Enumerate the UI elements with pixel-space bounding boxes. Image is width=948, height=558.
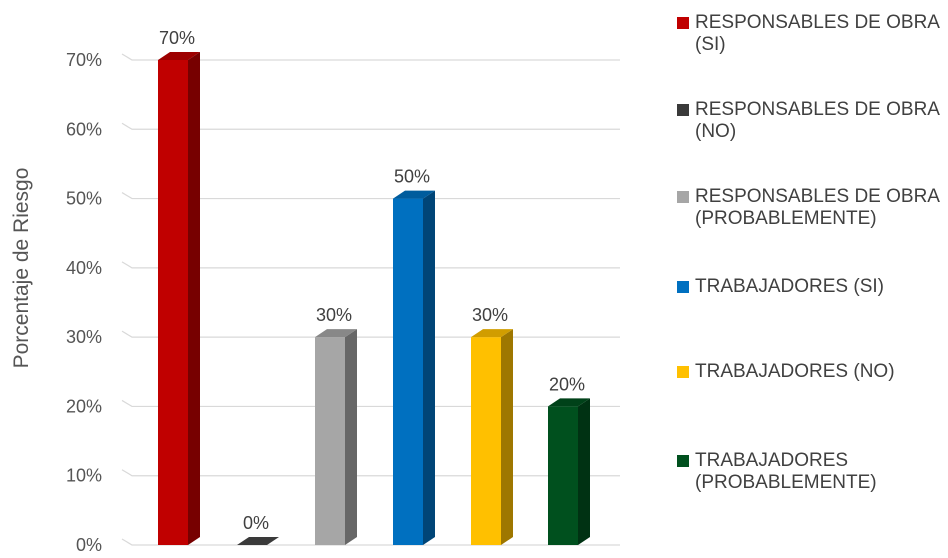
bar: [471, 329, 513, 545]
bar: [158, 52, 200, 545]
y-tick-label: 50%: [66, 189, 102, 209]
bar-side: [578, 398, 590, 545]
bar-top: [237, 537, 279, 545]
bar-front: [471, 337, 501, 545]
bar-side: [501, 329, 513, 545]
legend-swatch: [677, 191, 689, 203]
bar-side: [423, 190, 435, 546]
bar-top: [548, 398, 590, 407]
y-axis-label: Porcentaje de Riesgo: [10, 168, 33, 369]
y-tick-label: 10%: [66, 466, 102, 486]
y-tick-label: 30%: [66, 327, 102, 347]
bar-front: [548, 406, 578, 545]
grid-line: [121, 538, 620, 546]
grid-line: [121, 192, 620, 200]
legend-swatch: [677, 104, 689, 116]
bar: [237, 537, 279, 545]
bar: [548, 398, 590, 545]
legend-label: RESPONSABLES DE OBRA (PROBABLEMENTE): [695, 186, 939, 229]
bar-top: [393, 190, 435, 199]
bar-side: [188, 52, 200, 545]
y-tick-label: 20%: [66, 396, 102, 416]
grid-line: [121, 399, 620, 408]
legend-swatch: [677, 17, 689, 29]
y-tick-label: 0%: [76, 535, 102, 555]
bars: [158, 52, 590, 546]
bar-top: [158, 52, 200, 60]
legend-item: TRABAJADORES (PROBABLEMENTE): [677, 450, 947, 494]
y-tick-label: 40%: [66, 258, 102, 278]
bar: [315, 329, 357, 545]
grid-line: [121, 469, 620, 477]
bar-side: [345, 329, 357, 545]
bar-front: [315, 337, 345, 545]
legend-swatch: [677, 455, 689, 467]
legend-label: TRABAJADORES (SI): [695, 276, 884, 297]
data-label: 20%: [549, 374, 585, 394]
data-label: 30%: [316, 305, 352, 325]
legend-item: TRABAJADORES (SI): [677, 276, 947, 298]
legend-swatch: [677, 366, 689, 378]
data-label: 70%: [159, 28, 195, 48]
legend-label: TRABAJADORES (NO): [695, 361, 895, 382]
y-axis-ticks: 0% 10% 20% 30% 40% 50% 60% 70%: [66, 50, 102, 555]
grid-line: [121, 122, 620, 130]
legend-item: RESPONSABLES DE OBRA (NO): [677, 99, 947, 143]
bar-chart: Porcentaje de Riesgo 0% 10% 20% 30% 40% 50% 60…: [10, 28, 620, 555]
y-tick-label: 70%: [66, 50, 102, 70]
legend-label: RESPONSABLES DE OBRA (NO): [695, 99, 939, 142]
bar-top: [315, 329, 357, 338]
y-tick-label: 60%: [66, 119, 102, 139]
legend-item: RESPONSABLES DE OBRA (PROBABLEMENTE): [677, 186, 947, 230]
bar: [393, 190, 435, 546]
data-label: 30%: [472, 305, 508, 325]
legend-item: RESPONSABLES DE OBRA (SI): [677, 12, 947, 56]
data-label: 0%: [243, 513, 269, 533]
grid-line: [121, 261, 620, 269]
grid-lines: [121, 53, 620, 546]
grid-line: [121, 330, 620, 338]
legend-label: RESPONSABLES DE OBRA (SI): [695, 12, 939, 55]
legend-label: TRABAJADORES (PROBABLEMENTE): [695, 450, 877, 493]
legend-swatch: [677, 281, 689, 293]
data-label: 50%: [394, 167, 430, 187]
bar-top: [471, 329, 513, 338]
data-labels: 70% 0% 30% 50% 30% 20%: [159, 28, 585, 533]
bar-front: [158, 60, 188, 545]
grid-line: [121, 53, 620, 61]
legend-item: TRABAJADORES (NO): [677, 361, 947, 383]
bar-front: [393, 198, 423, 546]
